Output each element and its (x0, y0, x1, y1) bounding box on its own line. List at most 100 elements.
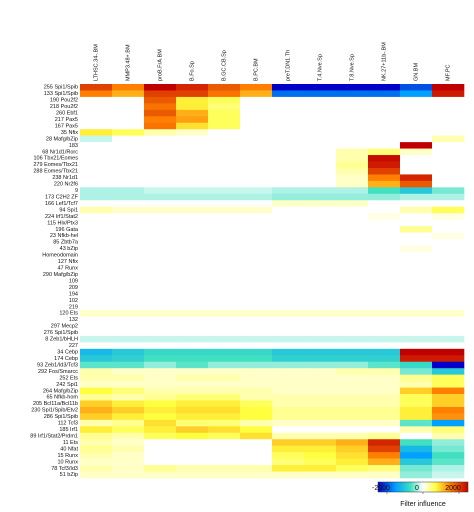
heat-cell (208, 258, 241, 266)
heat-cell (272, 284, 305, 291)
heat-cell (240, 148, 273, 156)
heat-cell (336, 155, 369, 162)
heat-cell (144, 335, 177, 343)
heat-cell (400, 368, 433, 375)
heat-cell (240, 361, 273, 369)
heat-cell (304, 329, 337, 337)
heat-cell (368, 206, 401, 214)
heat-cell (144, 129, 177, 136)
heat-cell (208, 458, 241, 466)
heat-cell (208, 245, 241, 253)
heat-cell (144, 355, 177, 363)
heat-cell (336, 258, 369, 266)
heat-cell (336, 213, 369, 220)
heat-cell (304, 348, 337, 356)
heat-cell (240, 206, 273, 214)
heat-cell (80, 251, 113, 259)
heat-cell (368, 426, 401, 434)
heat-cell (368, 271, 401, 279)
heat-cell (208, 174, 241, 182)
heat-cell (80, 432, 113, 440)
heat-cell (80, 452, 113, 459)
heat-cell (112, 342, 145, 350)
heat-cell (144, 445, 177, 453)
heat-cell (432, 239, 465, 246)
heat-cell (304, 180, 337, 188)
heat-cell (144, 322, 177, 330)
heat-cell (144, 90, 177, 98)
heat-cell (432, 277, 465, 285)
row-label: 238 Nr1d1 (52, 175, 78, 181)
heat-cell (336, 264, 369, 272)
row-label: 286 Spi1/Spib (44, 414, 78, 420)
heat-cell (432, 445, 465, 453)
heat-cell (432, 310, 465, 317)
heat-cell (304, 277, 337, 285)
row-label: 183 (69, 143, 78, 149)
heat-cell (80, 213, 113, 220)
heat-cell (272, 303, 305, 311)
row-label: 288 Eomes/Tbx21 (33, 169, 78, 175)
heat-cell (80, 174, 113, 182)
heat-cell (400, 290, 433, 298)
heat-cell (368, 284, 401, 291)
heat-cell (176, 432, 209, 440)
row-label: 115 Hlx/Ptx3 (47, 220, 78, 226)
heat-cell (400, 374, 433, 382)
heat-cell (144, 84, 177, 91)
heat-cell (240, 213, 273, 220)
heat-cell (112, 129, 145, 136)
heat-cell (80, 155, 113, 162)
heat-cell (304, 239, 337, 246)
heat-cell (112, 465, 145, 472)
heat-cell (176, 206, 209, 214)
heat-cell (144, 219, 177, 227)
heat-cell (272, 400, 305, 408)
heat-cell (336, 439, 369, 447)
row-label: 10 Runx (58, 459, 79, 465)
heat-cell (432, 258, 465, 266)
heat-cell (336, 452, 369, 459)
heat-cell (80, 161, 113, 169)
heat-cell (80, 206, 113, 214)
heat-cell (176, 219, 209, 227)
heat-cell (272, 116, 305, 124)
heat-cell (272, 142, 305, 149)
heat-cell (144, 271, 177, 279)
heat-cell (368, 297, 401, 304)
row-label: 68 Nr1d1/Rorc (42, 149, 78, 155)
heat-cell (80, 142, 113, 149)
heat-cell (176, 419, 209, 427)
heat-cell (144, 342, 177, 350)
heat-cell (112, 193, 145, 201)
heat-cell (176, 290, 209, 298)
heat-cell (272, 445, 305, 453)
heat-cell (112, 122, 145, 130)
heat-cell (240, 394, 273, 401)
heat-cell (432, 245, 465, 253)
row-label: 242 Spi1 (56, 382, 78, 388)
heat-cell (176, 193, 209, 201)
heat-cell (336, 129, 369, 136)
heat-cell (80, 84, 113, 91)
heat-cell (304, 445, 337, 453)
heat-cell (112, 116, 145, 124)
heat-cell (144, 122, 177, 130)
heat-cell (208, 316, 241, 324)
heat-cell (336, 342, 369, 350)
heat-cell (112, 174, 145, 182)
heat-cell (112, 400, 145, 408)
heat-cell (336, 103, 369, 111)
heat-cell (272, 161, 305, 169)
heat-cell (272, 419, 305, 427)
heat-cell (400, 116, 433, 124)
heat-cell (368, 342, 401, 350)
heat-cell (176, 142, 209, 149)
heat-cell (272, 206, 305, 214)
heat-cell (112, 239, 145, 246)
heat-cell (368, 348, 401, 356)
heat-cell (336, 174, 369, 182)
heat-cell (336, 277, 369, 285)
heat-cell (272, 245, 305, 253)
heat-cell (80, 187, 113, 195)
